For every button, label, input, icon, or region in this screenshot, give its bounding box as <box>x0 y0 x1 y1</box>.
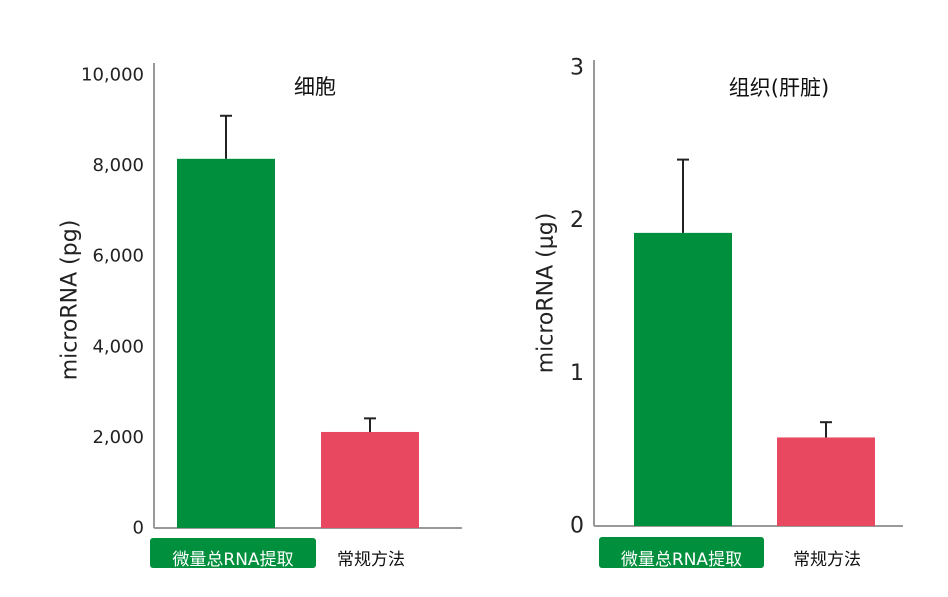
y-axis-label: microRNA (pg) <box>58 220 83 381</box>
chart-title: 细胞 <box>294 75 336 99</box>
y-tick-label: 8,000 <box>92 155 144 176</box>
y-tick-label: 4,000 <box>92 336 144 357</box>
y-tick-label: 1 <box>570 361 584 386</box>
category-label: 常规方法 <box>337 550 405 570</box>
y-tick-label: 2 <box>570 208 584 233</box>
y-tick-label: 3 <box>570 56 584 81</box>
bar-micro-total-rna <box>177 158 275 528</box>
bar-conventional <box>777 437 875 526</box>
category-label: 微量总RNA提取 <box>621 550 742 570</box>
chart-title: 组织(肝脏) <box>729 76 829 100</box>
y-axis-label: microRNA (μg) <box>534 213 559 374</box>
bar-conventional <box>321 431 419 528</box>
y-tick-label: 2,000 <box>92 427 144 448</box>
category-label-badge <box>599 537 764 568</box>
category-label: 微量总RNA提取 <box>172 550 293 570</box>
y-tick-label: 10,000 <box>81 65 144 86</box>
y-tick-label: 0 <box>133 518 144 539</box>
chart-liver-tissue: 0 1 2 3 microRNA (μg) 组织(肝脏) 微量总RNA提取 常规方法 <box>534 56 903 570</box>
y-tick-label: 6,000 <box>92 246 144 267</box>
category-label-badge <box>150 538 316 568</box>
chart-cells: 0 2,000 4,000 6,000 8,000 10,000 microRNA (pg)… <box>58 63 462 570</box>
category-label: 常规方法 <box>793 550 861 570</box>
bar-micro-total-rna <box>634 232 732 526</box>
y-tick-label: 0 <box>570 514 584 539</box>
